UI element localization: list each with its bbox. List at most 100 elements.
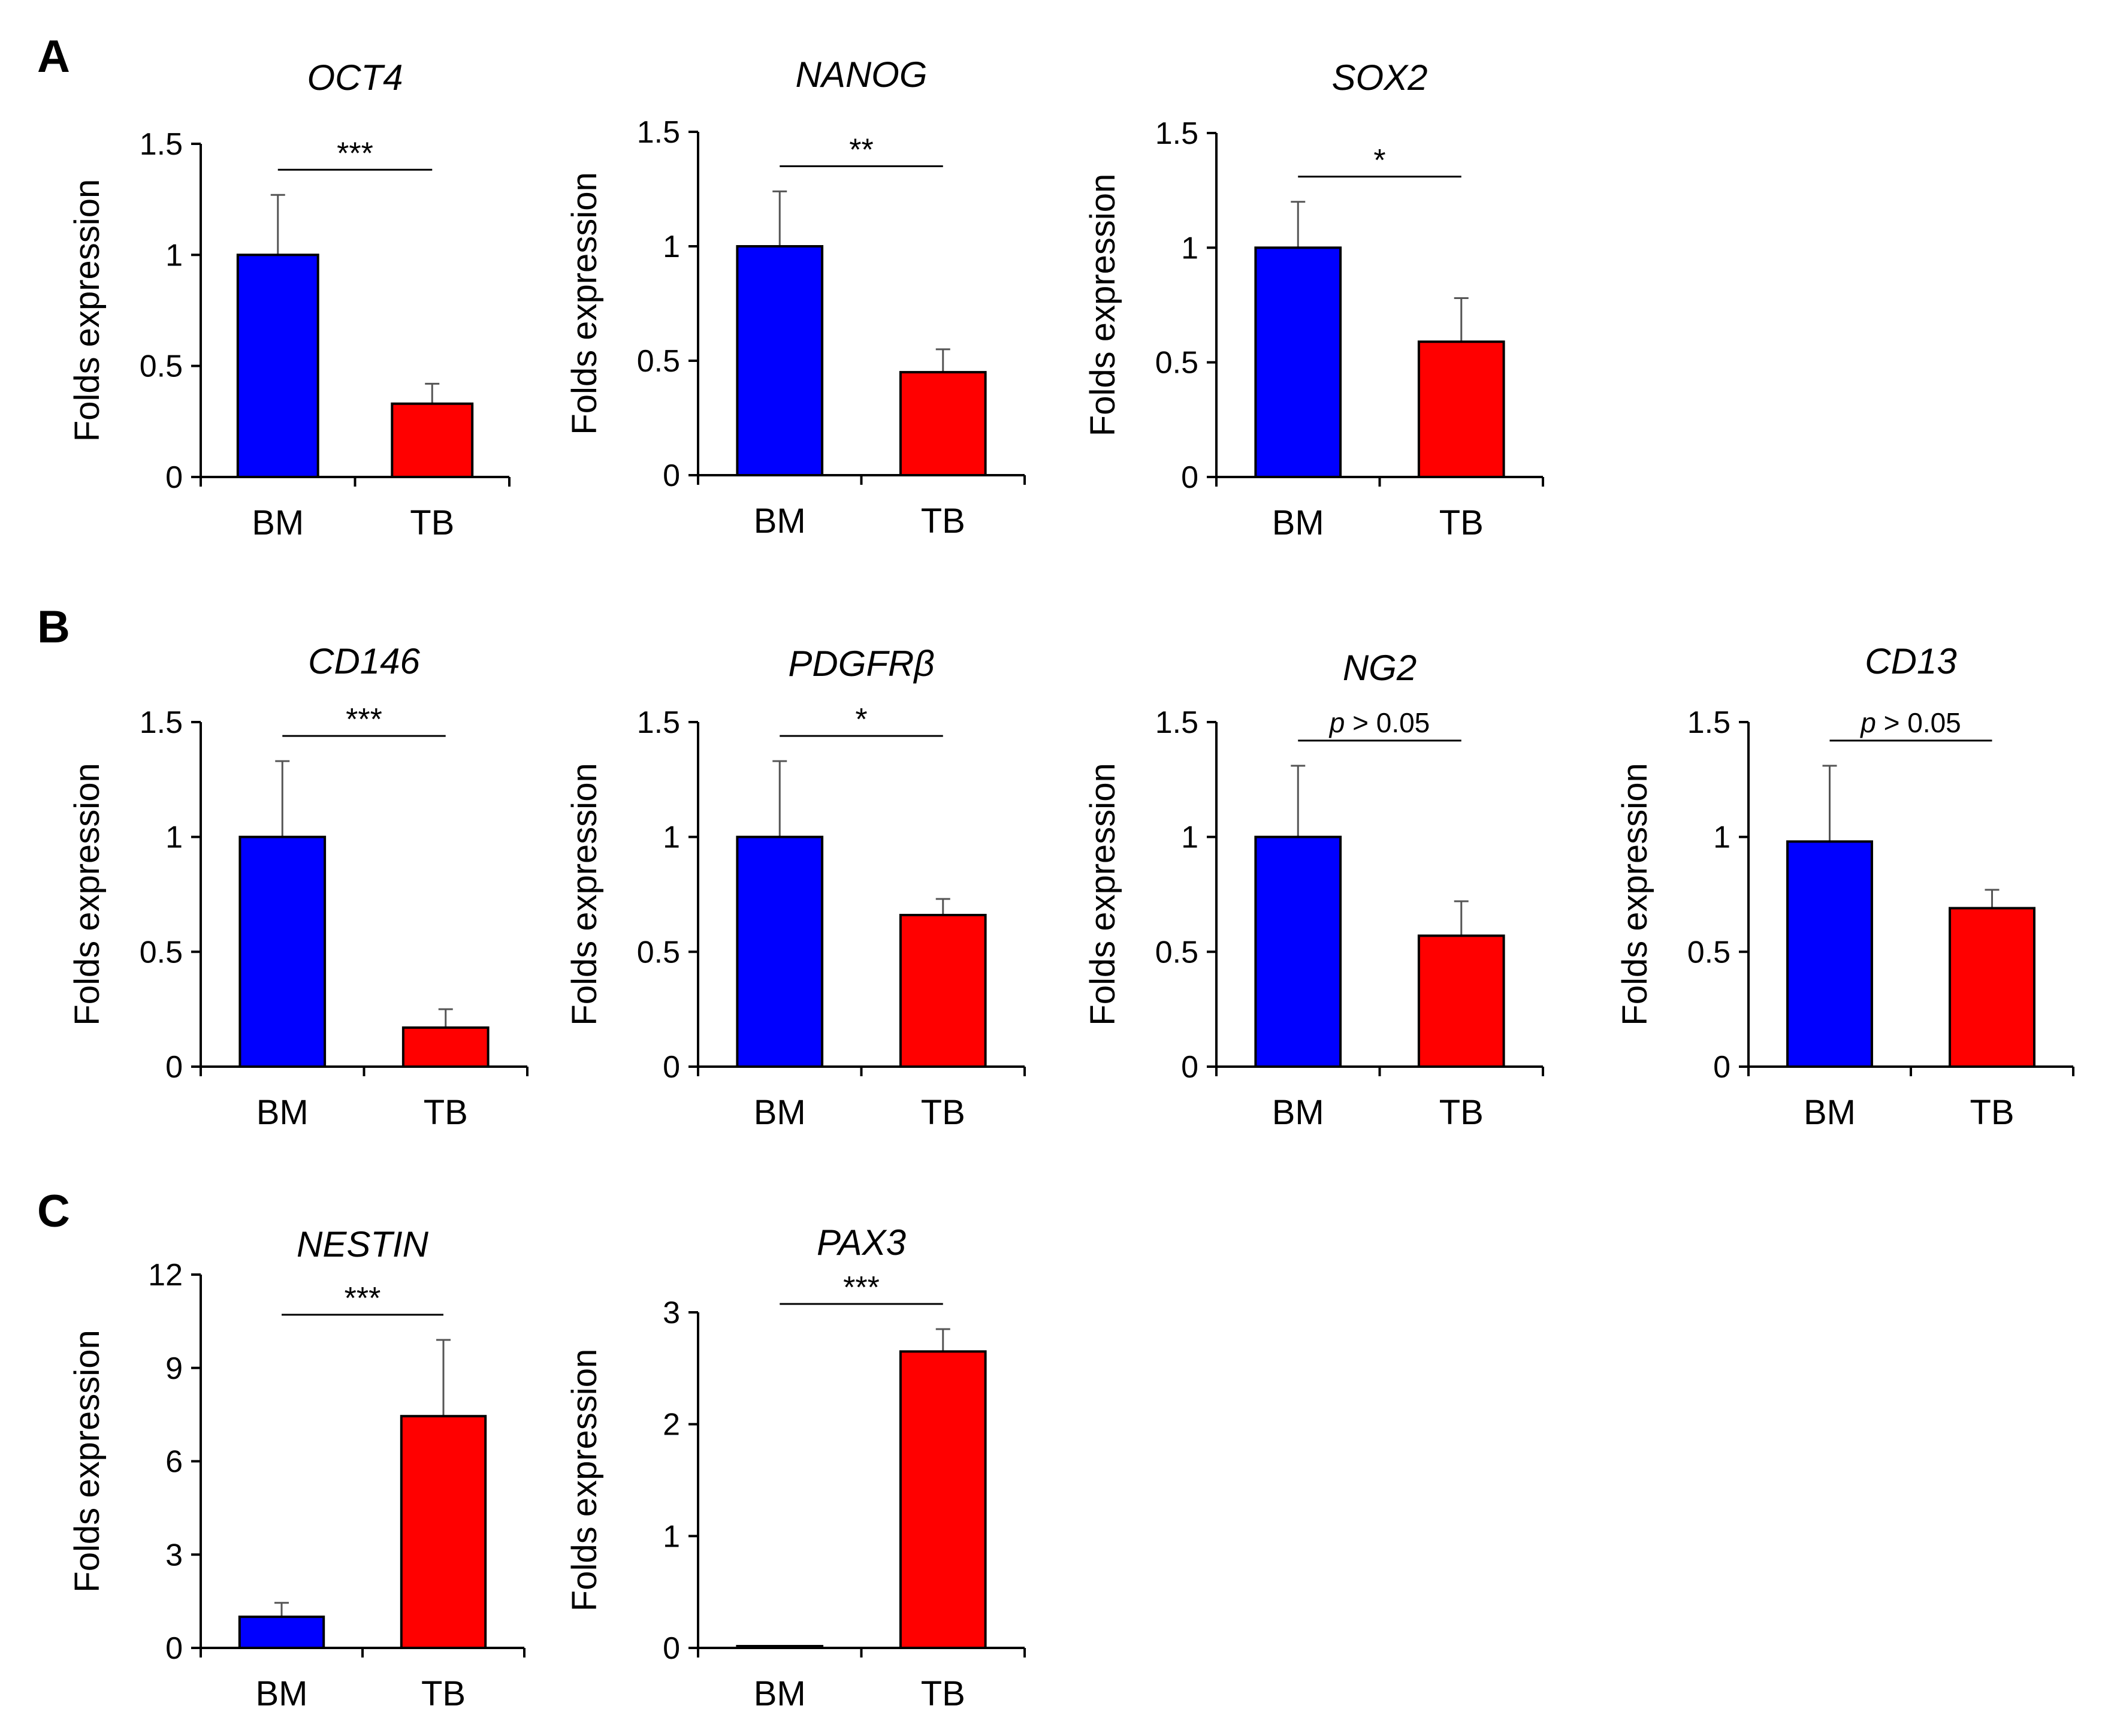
y-tick-label-nestin: 12 bbox=[148, 1258, 183, 1293]
bar-sox2-bm bbox=[1254, 246, 1342, 478]
y-tick-label-nestin: 6 bbox=[165, 1445, 183, 1480]
chart-oct4: OCT4 Folds expression 0 0.5 1 1.5 BM TB *** bbox=[68, 58, 511, 542]
y-tick-label-oct4: 0.5 bbox=[140, 349, 183, 384]
panel-label-c: C bbox=[37, 1186, 70, 1237]
chart-title-sox2: SOX2 bbox=[1331, 58, 1427, 98]
y-axis-title-ng2: Folds expression bbox=[1083, 763, 1122, 1025]
y-axis-title-cd146: Folds expression bbox=[68, 763, 107, 1025]
chart-sox2: SOX2 Folds expression 0 0.5 1 1.5 BM TB * bbox=[1083, 58, 1544, 542]
y-tick-label-oct4: 1.5 bbox=[140, 127, 183, 162]
chart-pax3: PAX3 Folds expression 0 1 2 3 BM TB *** bbox=[565, 1222, 1026, 1713]
bar-nestin-bm bbox=[238, 1616, 325, 1649]
y-tick-label-nanog: 1.5 bbox=[637, 115, 680, 150]
y-axis-title-pax3: Folds expression bbox=[565, 1349, 604, 1611]
category-label-pdgfr-bm: BM bbox=[754, 1093, 806, 1132]
y-axis-title-nanog: Folds expression bbox=[565, 172, 604, 434]
y-tick-label-ng2: 0.5 bbox=[1155, 935, 1198, 970]
y-tick-label-pax3: 0 bbox=[663, 1631, 680, 1666]
category-label-cd13-tb: TB bbox=[1970, 1093, 2014, 1132]
y-tick-label-nanog: 1 bbox=[663, 230, 680, 264]
y-tick-label-cd146: 1 bbox=[165, 820, 183, 855]
significance-label-cd13: p > 0.05 bbox=[1859, 707, 1961, 738]
significance-label-sox2: * bbox=[1373, 143, 1385, 178]
y-tick-label-pdgfr: 0.5 bbox=[637, 935, 680, 970]
significance-label-ng2: p > 0.05 bbox=[1328, 707, 1430, 738]
category-label-nanog-tb: TB bbox=[921, 502, 965, 541]
bar-cd13-bm bbox=[1786, 840, 1873, 1068]
chart-cd13: CD13 Folds expression 0 0.5 1 1.5 BM TB p > 0.05 bbox=[1615, 641, 2074, 1132]
bar-pax3-tb bbox=[899, 1350, 987, 1649]
y-tick-label-oct4: 1 bbox=[165, 238, 183, 273]
y-tick-label-sox2: 0 bbox=[1181, 460, 1198, 495]
chart-title-ng2: NG2 bbox=[1343, 648, 1417, 688]
chart-cd146: CD146 Folds expression 0 0.5 1 1.5 BM TB *** bbox=[68, 641, 528, 1132]
y-axis-title-nestin: Folds expression bbox=[68, 1330, 107, 1592]
chart-title-nanog: NANOG bbox=[795, 55, 927, 95]
category-label-nestin-tb: TB bbox=[421, 1674, 466, 1713]
chart-title-nestin: NESTIN bbox=[297, 1224, 429, 1264]
chart-title-oct4: OCT4 bbox=[307, 58, 403, 98]
panel-label-b: B bbox=[37, 602, 70, 653]
y-tick-label-cd146: 1.5 bbox=[140, 705, 183, 740]
category-label-oct4-tb: TB bbox=[410, 503, 454, 542]
y-tick-label-ng2: 0 bbox=[1181, 1050, 1198, 1085]
y-tick-label-sox2: 1.5 bbox=[1155, 116, 1198, 151]
y-tick-label-ng2: 1 bbox=[1181, 820, 1198, 855]
y-tick-label-pax3: 2 bbox=[663, 1408, 680, 1442]
y-tick-label-nanog: 0.5 bbox=[637, 344, 680, 379]
chart-nanog: NANOG Folds expression 0 0.5 1 1.5 BM TB ** bbox=[565, 55, 1026, 541]
chart-title-pax3: PAX3 bbox=[817, 1222, 906, 1263]
chart-title-cd13: CD13 bbox=[1865, 641, 1956, 681]
chart-ng2: NG2 Folds expression 0 0.5 1 1.5 BM TB p > 0.05 bbox=[1083, 648, 1544, 1132]
bar-nestin-tb bbox=[400, 1415, 487, 1650]
bar-cd146-bm bbox=[238, 835, 327, 1068]
y-tick-label-oct4: 0 bbox=[165, 460, 183, 495]
y-tick-label-pdgfr: 1.5 bbox=[637, 705, 680, 740]
category-label-nestin-bm: BM bbox=[256, 1674, 308, 1713]
significance-label-cd146: *** bbox=[346, 702, 382, 737]
chart-nestin: NESTIN Folds expression 0 3 6 9 12 BM TB *** bbox=[68, 1224, 526, 1713]
category-label-pdgfr-tb: TB bbox=[921, 1093, 965, 1132]
y-tick-label-cd146: 0.5 bbox=[140, 935, 183, 970]
y-tick-label-cd13: 1.5 bbox=[1687, 705, 1730, 740]
category-label-ng2-bm: BM bbox=[1272, 1093, 1324, 1132]
bar-pax3-bm bbox=[736, 1645, 824, 1649]
y-axis-title-sox2: Folds expression bbox=[1083, 174, 1122, 436]
category-label-pax3-tb: TB bbox=[921, 1674, 965, 1713]
y-tick-label-pdgfr: 1 bbox=[663, 820, 680, 855]
y-tick-label-nanog: 0 bbox=[663, 458, 680, 493]
y-tick-label-cd146: 0 bbox=[165, 1050, 183, 1085]
category-label-cd146-tb: TB bbox=[424, 1093, 468, 1132]
bar-nanog-bm bbox=[736, 245, 824, 476]
y-tick-label-pdgfr: 0 bbox=[663, 1050, 680, 1085]
significance-label-nestin: *** bbox=[345, 1281, 381, 1316]
panel-label-a: A bbox=[37, 31, 70, 82]
significance-label-pdgfr: * bbox=[855, 702, 867, 737]
bar-nanog-tb bbox=[899, 371, 987, 476]
y-tick-label-cd13: 0.5 bbox=[1687, 935, 1730, 970]
y-tick-label-sox2: 1 bbox=[1181, 231, 1198, 265]
y-tick-label-nestin: 3 bbox=[165, 1538, 183, 1572]
y-tick-label-cd13: 0 bbox=[1713, 1050, 1730, 1085]
category-label-oct4-bm: BM bbox=[252, 503, 304, 542]
bar-oct4-tb bbox=[391, 402, 474, 478]
y-tick-label-cd13: 1 bbox=[1713, 820, 1730, 855]
bar-ng2-tb bbox=[1417, 934, 1505, 1068]
bar-sox2-tb bbox=[1417, 340, 1505, 479]
bar-oct4-bm bbox=[236, 253, 319, 478]
bar-pdgfr-tb bbox=[899, 914, 987, 1068]
chart-pdgfr: PDGFRβ Folds expression 0 0.5 1 1.5 BM TB * bbox=[565, 644, 1026, 1132]
y-tick-label-pax3: 1 bbox=[663, 1519, 680, 1554]
y-tick-label-ng2: 1.5 bbox=[1155, 705, 1198, 740]
category-label-cd13-bm: BM bbox=[1804, 1093, 1856, 1132]
significance-label-oct4: *** bbox=[337, 136, 373, 171]
chart-title-cd146: CD146 bbox=[308, 641, 420, 681]
y-tick-label-nestin: 9 bbox=[165, 1351, 183, 1386]
significance-label-nanog: ** bbox=[849, 132, 873, 167]
chart-title-pdgfr: PDGFRβ bbox=[788, 644, 934, 684]
bar-ng2-bm bbox=[1254, 835, 1342, 1068]
category-label-sox2-tb: TB bbox=[1439, 503, 1484, 542]
bar-cd13-tb bbox=[1949, 907, 2035, 1068]
y-axis-title-cd13: Folds expression bbox=[1615, 763, 1654, 1025]
